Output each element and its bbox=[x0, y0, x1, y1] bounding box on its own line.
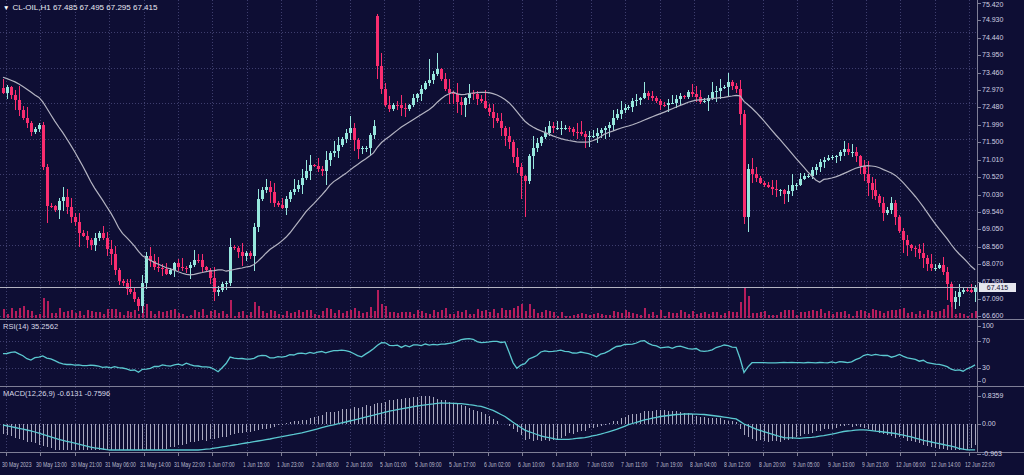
macd-axis-label: 0.00 bbox=[982, 420, 996, 428]
time-axis-label: 9 Jun 13:00 bbox=[828, 461, 855, 469]
rsi-axis-label: 0 bbox=[982, 377, 986, 385]
price-axis-label: 71.990 bbox=[982, 121, 1003, 129]
time-axis-label: 6 Jun 18:00 bbox=[552, 461, 579, 469]
chart-title: ▼CL-OIL,H1 67.485 67.495 67.295 67.415 bbox=[3, 3, 157, 12]
price-axis-label: 73.950 bbox=[982, 51, 1003, 59]
price-axis-label: 73.460 bbox=[982, 69, 1003, 77]
rsi-axis-label: 70 bbox=[982, 337, 990, 345]
price-axis-label: 71.010 bbox=[982, 156, 1003, 164]
macd-axis-label: -0.963 bbox=[982, 450, 1002, 458]
price-axis-label: 70.030 bbox=[982, 191, 1003, 199]
rsi-value: 35.2562 bbox=[31, 322, 58, 331]
time-axis-label: 31 May 14:00 bbox=[140, 461, 171, 469]
price-axis-label: 66.600 bbox=[982, 312, 1003, 320]
macd-axis-label: 0.8359 bbox=[982, 392, 1003, 400]
time-axis-label: 6 Jun 10:00 bbox=[518, 461, 545, 469]
macd-indicator-label: MACD(12,26,9) -0.6131 -0.7596 bbox=[3, 389, 110, 398]
price-axis-label: 69.540 bbox=[982, 208, 1003, 216]
time-axis-label: 5 Jun 09:00 bbox=[415, 461, 442, 469]
symbol-period-label: CL-OIL,H1 bbox=[12, 3, 50, 12]
time-axis-label: 8 Jun 12:00 bbox=[724, 461, 751, 469]
time-axis-label: 7 Jun 19:00 bbox=[656, 461, 683, 469]
price-axis-label: 72.480 bbox=[982, 103, 1003, 111]
price-axis-label: 70.520 bbox=[982, 173, 1003, 181]
price-axis-label: 72.970 bbox=[982, 86, 1003, 94]
time-axis-label: 8 Jun 20:00 bbox=[759, 461, 786, 469]
time-axis-label: 2 Jun 08:00 bbox=[312, 461, 339, 469]
time-axis-label: 6 Jun 02:00 bbox=[484, 461, 511, 469]
time-axis-label: 12 Jun 22:00 bbox=[965, 461, 994, 469]
time-axis-label: 2 Jun 16:00 bbox=[346, 461, 373, 469]
price-axis-label: 74.930 bbox=[982, 16, 1003, 24]
price-axis-label: 68.070 bbox=[982, 260, 1003, 268]
time-axis-label: 9 Jun 05:00 bbox=[793, 461, 820, 469]
price-axis-label: 69.050 bbox=[982, 225, 1003, 233]
price-axis-label: 67.580 bbox=[982, 278, 1003, 286]
time-axis-label: 30 May 13:00 bbox=[36, 461, 67, 469]
time-axis-label: 31 May 06:00 bbox=[105, 461, 136, 469]
price-axis-label: 75.420 bbox=[982, 1, 1003, 9]
time-axis-label: 12 Jun 06:00 bbox=[896, 461, 925, 469]
time-axis-label: 31 May 22:00 bbox=[174, 461, 205, 469]
price-axis-label: 67.090 bbox=[982, 295, 1003, 303]
rsi-axis-label: 30 bbox=[982, 364, 990, 372]
time-axis-label: 30 May 2023 bbox=[2, 461, 31, 469]
time-axis-label: 12 Jun 14:00 bbox=[931, 461, 960, 469]
time-axis-label: 1 Jun 23:00 bbox=[277, 461, 304, 469]
chart-canvas[interactable] bbox=[0, 0, 1024, 475]
rsi-axis-label: 100 bbox=[982, 322, 994, 330]
time-axis-label: 30 May 21:00 bbox=[71, 461, 102, 469]
ohlc-values: 67.485 67.495 67.295 67.415 bbox=[53, 3, 158, 12]
macd-values: -0.6131 -0.7596 bbox=[57, 389, 110, 398]
price-axis-label: 68.560 bbox=[982, 243, 1003, 251]
symbol-marker-icon: ▼ bbox=[3, 4, 9, 11]
time-axis-label: 7 Jun 03:00 bbox=[587, 461, 614, 469]
time-axis-label: 8 Jun 04:00 bbox=[690, 461, 717, 469]
trading-chart-window: ▼CL-OIL,H1 67.485 67.495 67.295 67.415 R… bbox=[0, 0, 1024, 475]
time-axis-label: 5 Jun 01:00 bbox=[380, 461, 407, 469]
time-axis-label: 7 Jun 11:00 bbox=[621, 461, 647, 469]
time-axis-label: 1 Jun 15:00 bbox=[243, 461, 270, 469]
price-axis-label: 74.440 bbox=[982, 34, 1003, 42]
rsi-indicator-label: RSI(14) 35.2562 bbox=[3, 322, 58, 331]
time-axis-label: 1 Jun 07:00 bbox=[208, 461, 235, 469]
time-axis-label: 9 Jun 21:00 bbox=[862, 461, 889, 469]
time-axis-label: 5 Jun 17:00 bbox=[449, 461, 476, 469]
price-axis-label: 71.500 bbox=[982, 138, 1003, 146]
